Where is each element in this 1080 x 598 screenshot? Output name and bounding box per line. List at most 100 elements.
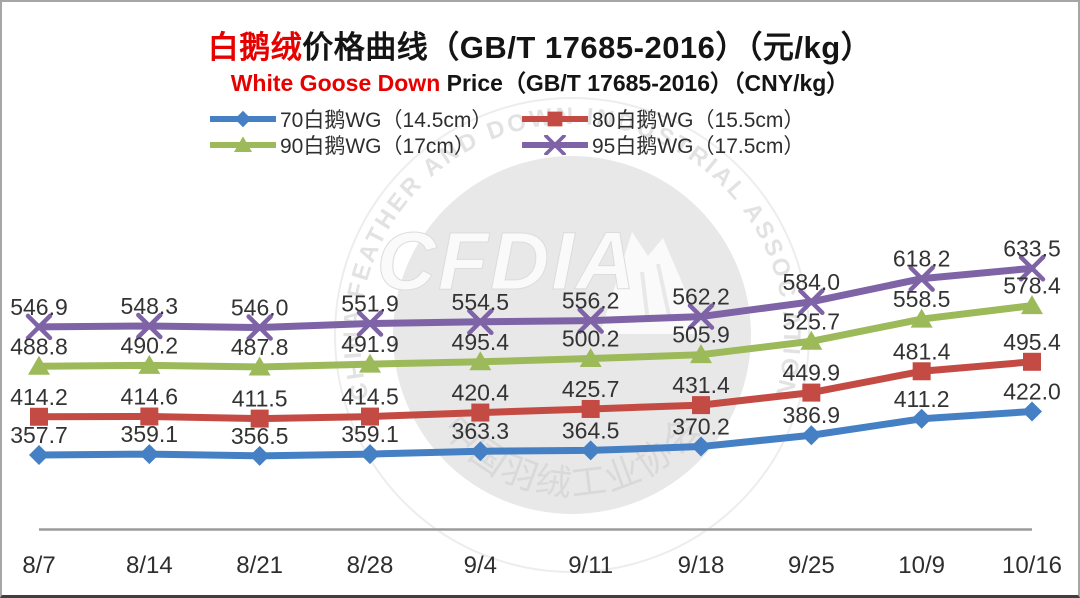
x-marker-icon [356,310,384,337]
data-label: 414.5 [341,384,399,410]
x-marker-icon [544,135,566,155]
data-label: 558.5 [893,286,951,312]
x-marker-icon [246,314,273,341]
x-tick-label: 10/9 [898,552,945,579]
x-tick-label: 9/18 [678,552,725,579]
x-tick-label: 9/11 [568,552,613,579]
diamond-marker-icon [580,440,601,461]
diamond-marker-icon [234,110,252,128]
x-tick-label: 8/7 [22,552,55,579]
square-marker-icon [30,407,48,426]
data-label: 411.2 [894,386,950,412]
x-marker-icon [25,313,53,341]
legend-label: 80白鹅WG（15.5cm） [592,109,805,132]
diamond-marker-icon [801,425,822,446]
legend-item-3: 95白鹅WG（17.5cm） [522,130,804,160]
x-tick-label: 9/25 [788,552,835,579]
triangle-marker-icon [469,351,492,371]
triangle-marker-icon [579,348,602,368]
series-line-1 [35,358,1036,423]
data-label: 546.9 [10,294,68,320]
diamond-marker-icon [249,445,270,466]
goose-logo-icon [600,232,704,334]
x-marker-icon [908,265,935,292]
legend-label: 70白鹅WG（14.5cm） [280,109,493,132]
page-title: 白鹅绒价格曲线（GB/T 17685-2016）（元/kg） [2,22,1078,67]
diamond-marker-icon [29,445,49,466]
data-label: 618.2 [893,246,951,272]
legend-item-1: 80白鹅WG（15.5cm） [522,104,804,134]
series-3 [25,255,1046,341]
watermark-acronym: CFDIA [377,216,638,307]
data-label: 584.0 [783,269,841,295]
data-label: 370.2 [672,414,730,440]
data-label: 562.2 [672,284,730,310]
data-label: 495.4 [1003,329,1061,355]
x-marker-icon [577,307,604,334]
diamond-marker-icon [1022,401,1042,422]
legend-item-0: 70白鹅WG（14.5cm） [210,104,522,134]
data-label: 505.9 [672,322,730,348]
legend-marker [210,136,276,152]
legend-marker [210,110,276,128]
data-label: 548.3 [121,293,179,319]
title-rest: 价格曲线（GB/T 17685-2016）（元/kg） [302,30,873,65]
square-marker-icon [250,409,269,428]
legend-item-2: 90白鹅WG（17cm） [210,130,522,160]
data-label: 431.4 [672,372,730,398]
legend-marker [522,111,588,127]
data-label: 414.6 [121,383,179,409]
series-line-2 [35,302,1036,371]
data-labels-1: 414.2 414.6 411.5 414.5 420.4 425.7 431.4 449.9… [10,329,1061,412]
square-marker-icon [547,111,563,127]
data-labels-3: 546.9 548.3 546.0 551.9 554.5 556.2 562.2 584.0… [10,235,1061,320]
watermark: CHINA FEATHER AND DOWN INDUSTRIAL ASSOCI… [334,97,810,573]
series-0 [29,401,1042,466]
square-marker-icon [140,407,159,426]
x-marker-icon [687,303,715,330]
x-tick-label: 8/21 [236,552,283,579]
data-label: 386.9 [783,402,841,428]
data-labels-0: 357.7 359.1 356.5 359.1 363.3 364.5 370.2 386.9… [10,378,1061,448]
series-2 [28,295,1043,376]
triangle-marker-icon [233,136,253,152]
page-subtitle: White Goose Down Price（GB/T 17685-2016）（… [2,64,1078,98]
x-marker-icon [136,312,163,340]
legend-label: 95白鹅WG（17.5cm） [592,135,805,158]
data-label: 500.2 [562,326,620,352]
triangle-marker-icon [138,354,161,374]
triangle-marker-icon [248,356,271,376]
square-marker-icon [361,407,379,426]
square-marker-icon [692,396,710,415]
triangle-marker-icon [910,308,933,328]
square-marker-icon [802,383,821,402]
x-tick-label: 8/28 [347,552,394,579]
triangle-marker-icon [1021,295,1043,315]
legend: 70白鹅WG（14.5cm） 80白鹅WG（15.5cm） 90白鹅WG（17cm）… [210,106,804,158]
diamond-marker-icon [139,444,160,465]
data-label: 554.5 [452,289,510,315]
data-label: 551.9 [341,291,399,317]
data-label: 357.7 [10,422,68,448]
data-label: 420.4 [452,380,510,406]
data-label: 422.0 [1003,378,1061,404]
square-marker-icon [1023,352,1041,371]
data-label: 633.5 [1003,235,1061,261]
data-label: 363.3 [452,418,510,444]
x-marker-icon [798,288,825,316]
data-label: 578.4 [1003,273,1061,299]
x-tick-label: 10/16 [1002,552,1062,579]
series-line-3 [35,264,1036,332]
data-label: 411.5 [232,386,288,412]
subtitle-highlight: White Goose Down [230,70,441,96]
square-marker-icon [581,399,600,418]
subtitle-rest: Price（GB/T 17685-2016）（CNY/kg） [440,70,850,96]
x-tick-label: 8/14 [126,552,173,579]
data-label: 490.2 [121,332,179,358]
data-label: 414.2 [10,384,68,410]
triangle-marker-icon [28,355,50,375]
triangle-marker-icon [690,344,712,364]
data-label: 364.5 [562,417,620,443]
